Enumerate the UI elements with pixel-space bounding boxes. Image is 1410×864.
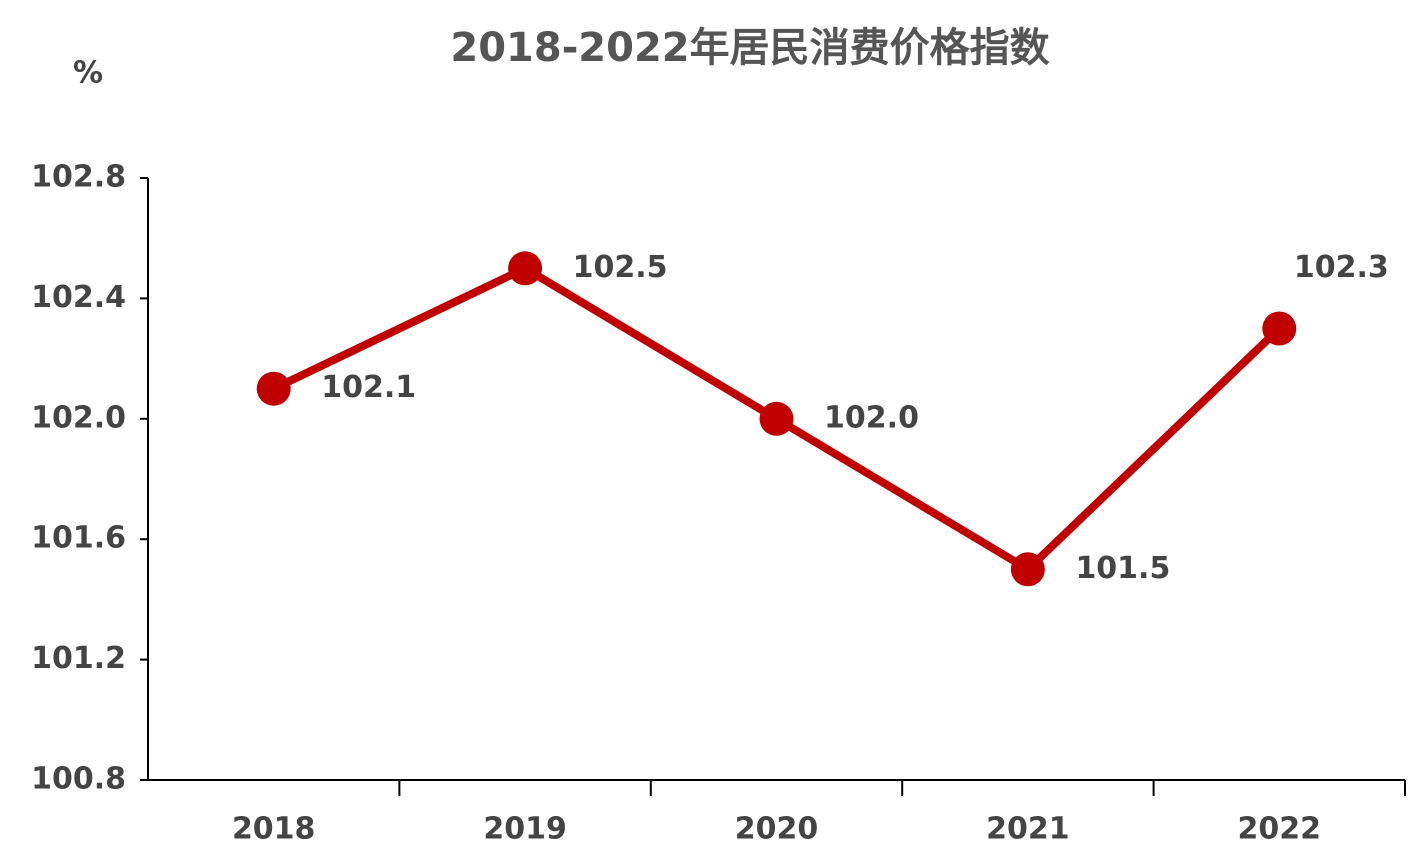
y-tick-label: 102.4 [31,280,126,315]
data-point [256,371,291,406]
data-label: 101.5 [1075,551,1170,586]
data-label: 102.3 [1294,250,1389,285]
data-label: 102.1 [321,370,416,405]
x-tick-label: 2020 [735,812,819,847]
data-point [759,401,794,436]
x-tick-label: 2019 [483,812,567,847]
y-axis-unit: % [73,56,103,91]
y-tick-label: 100.8 [31,762,126,797]
x-tick-label: 2018 [232,812,316,847]
data-label: 102.5 [573,250,668,285]
y-tick-label: 102.0 [31,400,126,435]
data-point [508,251,543,286]
data-point [1262,311,1297,346]
data-label: 102.0 [824,400,919,435]
data-point [1010,552,1045,587]
y-tick-label: 101.6 [31,521,126,556]
y-tick-label: 101.2 [31,641,126,676]
x-tick-label: 2022 [1238,812,1322,847]
y-tick-label: 102.8 [31,160,126,195]
chart-title: 2018-2022年居民消费价格指数 [450,25,1049,71]
x-tick-label: 2021 [986,812,1070,847]
